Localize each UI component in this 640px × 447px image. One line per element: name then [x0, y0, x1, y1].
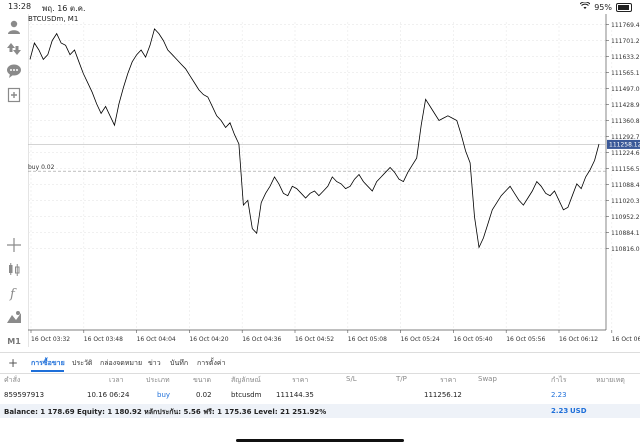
balance-text: Balance: 1 178.69 Equity: 1 180.92 หลักป…: [4, 408, 327, 416]
header-size: ขนาด: [193, 376, 212, 384]
timeframe-label[interactable]: M1: [7, 336, 21, 346]
svg-text:f: f: [9, 287, 17, 301]
tab-settings[interactable]: การตั้งค่า: [197, 359, 226, 367]
cell-size: 0.02: [196, 391, 212, 399]
cell-price-open: 111144.35: [276, 391, 314, 399]
battery-percent: 95%: [594, 2, 612, 12]
cell-time: 10.16 06:24: [87, 391, 130, 399]
header-sl: S/L: [346, 375, 357, 383]
add-icon[interactable]: +: [8, 356, 19, 370]
chart-toolbar: f M1: [0, 14, 29, 347]
x-tick-label: 16 Oct 06:12: [559, 336, 598, 343]
x-tick-label: 16 Oct 05:08: [348, 336, 387, 343]
cell-price-current: 111256.12: [424, 391, 462, 399]
bottom-tabbar: + การซื้อขาย ประวัติ กล่องจดหมาย ข่าว บั…: [0, 352, 640, 374]
y-tick-label: 110816.00: [611, 246, 640, 253]
status-right: 95%: [579, 1, 632, 12]
active-tab-indicator: [31, 370, 64, 372]
y-tick-label: 110884.10: [611, 230, 640, 237]
y-tick-label: 111360.80: [611, 118, 640, 125]
x-tick-label: 16 Oct 04:20: [189, 336, 228, 343]
cell-type: buy: [157, 391, 171, 399]
table-row[interactable]: 859597913 10.16 06:24 buy 0.02 btcusdm 1…: [0, 388, 640, 402]
y-tick-label: 111292.70: [611, 134, 640, 141]
balance-currency: USD: [570, 407, 587, 415]
header-order: คำสั่ง: [4, 376, 21, 384]
header-type: ประเภท: [146, 376, 170, 384]
status-date: พฤ. 16 ต.ค.: [42, 4, 86, 13]
person-icon[interactable]: [5, 18, 23, 36]
tab-mailbox[interactable]: กล่องจดหมาย: [100, 359, 143, 367]
crosshair-icon[interactable]: [5, 236, 23, 254]
header-profit: กำไร: [551, 376, 567, 384]
balance-profit: 2.23: [551, 407, 569, 415]
header-swap: Swap: [478, 375, 497, 383]
x-tick-label: 16 Oct 04:52: [295, 336, 334, 343]
objects-icon[interactable]: [5, 308, 23, 326]
x-tick-label: 16 Oct 03:48: [84, 336, 123, 343]
chat-icon[interactable]: [5, 62, 23, 80]
header-time: เวลา: [109, 376, 124, 384]
x-tick-label: 16 Oct 05:56: [506, 336, 545, 343]
new-order-icon[interactable]: [5, 86, 23, 104]
x-tick-label: 16 Oct 05:40: [453, 336, 492, 343]
status-bar: 13:28 พฤ. 16 ต.ค. 95%: [0, 0, 640, 14]
price-line-series: [29, 28, 600, 249]
y-tick-label: 111088.40: [611, 182, 640, 189]
status-time: 13:28: [8, 2, 32, 11]
x-tick-label: 16 Oct 04:36: [242, 336, 281, 343]
table-header: คำสั่ง เวลา ประเภท ขนาด สัญลักษณ์ ราคา S…: [0, 373, 640, 387]
header-symbol: สัญลักษณ์: [231, 376, 261, 384]
header-price-open: ราคา: [292, 376, 309, 384]
y-tick-label: 111701.20: [611, 38, 640, 45]
x-tick-label: 16 Oct 03:32: [31, 336, 70, 343]
y-tick-label: 111428.90: [611, 102, 640, 109]
chart-type-icon[interactable]: [5, 260, 23, 278]
sort-icon[interactable]: [5, 40, 23, 58]
header-tp: T/P: [396, 375, 407, 383]
buy-level-label: buy 0.02: [28, 164, 55, 171]
y-tick-label: 111224.60: [611, 150, 640, 157]
y-tick-label: 110952.20: [611, 214, 640, 221]
tab-history[interactable]: ประวัติ: [72, 359, 93, 367]
x-tick-label: 16 Oct 04:04: [137, 336, 176, 343]
wifi-icon: [579, 1, 591, 12]
tab-trade[interactable]: การซื้อขาย: [31, 359, 65, 367]
cell-order: 859597913: [4, 391, 45, 399]
cell-profit: 2.23: [551, 391, 567, 399]
tab-journal[interactable]: บันทึก: [170, 359, 189, 367]
y-tick-label: 111156.50: [611, 166, 640, 173]
y-tick-label: 111020.30: [611, 198, 640, 205]
y-tick-label: 111769.40: [611, 22, 640, 29]
y-tick-label: 111497.00: [611, 86, 640, 93]
balance-bar: Balance: 1 178.69 Equity: 1 180.92 หลักป…: [0, 404, 640, 418]
header-comment: หมายเหตุ: [596, 376, 625, 384]
cell-symbol: btcusdm: [231, 391, 262, 399]
chart-svg: 111769.40 111701.20 111633.20 111565.10 1114…: [28, 14, 640, 343]
current-price-tag-label: 111258.12: [609, 142, 640, 149]
y-tick-label: 111565.10: [611, 70, 640, 77]
tab-news[interactable]: ข่าว: [148, 359, 161, 367]
battery-icon: [616, 2, 632, 12]
indicator-icon[interactable]: f: [5, 284, 23, 302]
y-tick-label: 111633.20: [611, 54, 640, 61]
price-chart[interactable]: 111769.40 111701.20 111633.20 111565.10 1114…: [28, 14, 640, 347]
header-price-current: ราคา: [440, 376, 457, 384]
chart-symbol-label: BTCUSDm, M1: [28, 15, 79, 23]
x-tick-label: 16 Oct 06:28: [612, 336, 640, 343]
x-tick-label: 16 Oct 05:24: [401, 336, 440, 343]
current-price-tag: [607, 139, 640, 149]
home-indicator[interactable]: [236, 439, 404, 442]
